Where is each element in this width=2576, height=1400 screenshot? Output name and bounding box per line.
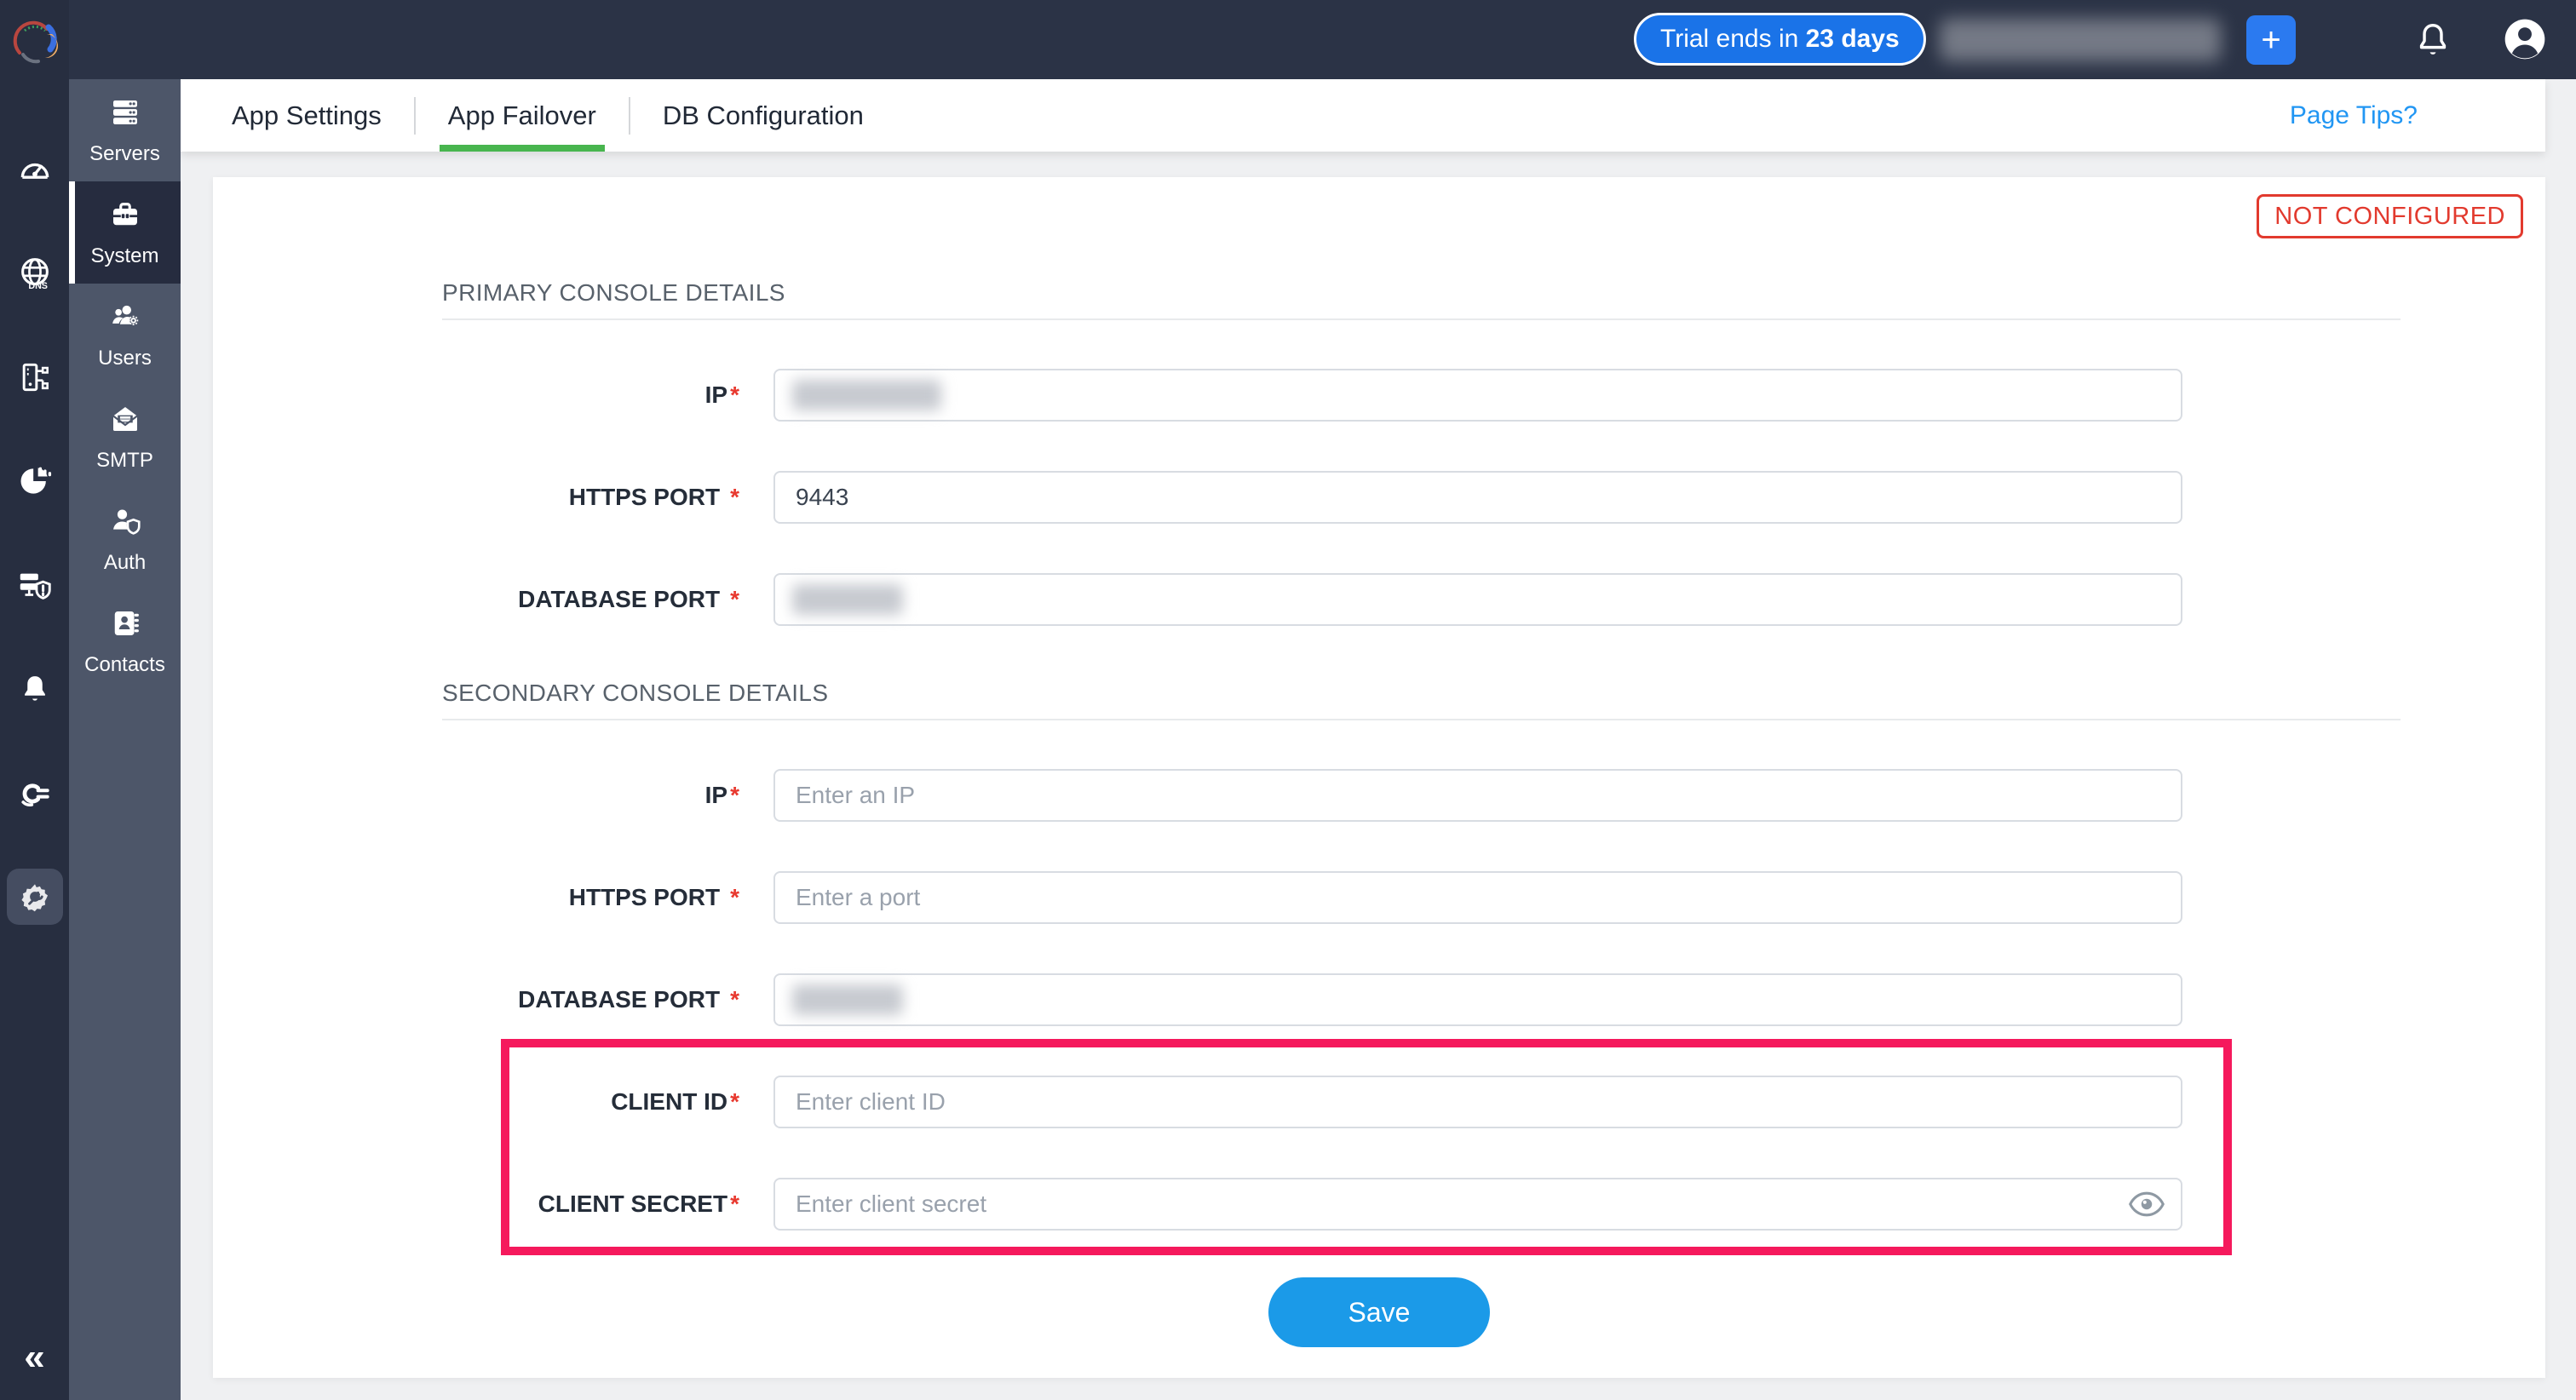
sidebar-item-label: Auth	[103, 551, 147, 574]
required-asterisk: *	[730, 484, 739, 510]
section-divider	[442, 719, 2401, 720]
tab-app-failover[interactable]: App Failover	[439, 79, 605, 152]
plug-icon	[7, 765, 63, 821]
primary-database-port-input[interactable]	[773, 573, 2182, 626]
tab-divider	[413, 96, 416, 135]
alerts-bell-icon	[7, 661, 63, 717]
form-row-primary-database-port: DATABASE PORT *	[213, 548, 2545, 651]
sidebar-item-label: Users	[98, 347, 152, 370]
rail-item-settings[interactable]	[0, 854, 69, 939]
form-row-secondary-ip: IP *	[213, 744, 2545, 846]
secondary-ip-input[interactable]	[773, 769, 2182, 822]
tab-divider	[628, 96, 630, 135]
sidebar-item-contacts[interactable]: Contacts	[69, 590, 181, 692]
svg-text:DNS: DNS	[28, 281, 48, 291]
field-label: IP *	[704, 382, 739, 408]
sidebar-item-auth[interactable]: Auth	[69, 488, 181, 590]
dns-globe-icon: DNS	[7, 245, 63, 301]
show-password-eye-icon[interactable]	[2128, 1190, 2165, 1219]
required-asterisk: *	[730, 1088, 739, 1115]
auth-shield-person-icon	[107, 503, 143, 543]
rail-item-dns[interactable]: DNS	[0, 231, 69, 316]
rail-item-dashboard[interactable]	[0, 127, 69, 212]
field-label: CLIENT ID *	[611, 1088, 739, 1115]
rail-item-integrations[interactable]	[0, 750, 69, 835]
user-avatar-icon[interactable]	[2501, 15, 2549, 63]
page-tips-link[interactable]: Page Tips?	[2289, 100, 2418, 129]
primary-console-form: IP* HTTPS PORT* DATABASE PORT*	[213, 344, 2545, 651]
required-asterisk: *	[730, 986, 739, 1013]
tab-app-settings[interactable]: App Settings	[232, 100, 382, 130]
sidebar-item-label: Contacts	[84, 653, 165, 676]
required-asterisk: *	[730, 782, 739, 808]
secondary-console-form: IP* HTTPS PORT* DATABASE PORT* CLIENT ID…	[213, 744, 2545, 1255]
form-row-client-secret: CLIENT SECRET *	[213, 1153, 2545, 1255]
tab-bar: App Settings App Failover DB Configurati…	[181, 79, 2545, 152]
notifications-bell-icon[interactable]	[2413, 20, 2452, 60]
form-row-secondary-https-port: HTTPS PORT *	[213, 846, 2545, 949]
app-logo[interactable]	[8, 15, 62, 70]
form-row-client-id: CLIENT ID *	[213, 1051, 2545, 1153]
trial-text: Trial ends in	[1660, 25, 1806, 53]
sidebar-item-system[interactable]: System	[69, 181, 181, 284]
sidebar-item-users[interactable]: Users	[69, 284, 181, 386]
form-row-primary-ip: IP *	[213, 344, 2545, 446]
servers-icon	[107, 95, 143, 135]
required-asterisk: *	[730, 884, 739, 910]
dashboard-gauge-icon	[7, 141, 63, 198]
section-divider	[442, 318, 2401, 320]
status-badge: NOT CONFIGURED	[2257, 194, 2523, 238]
primary-https-port-input[interactable]	[773, 471, 2182, 524]
rail-item-security[interactable]	[0, 542, 69, 628]
pie-chart-icon	[7, 453, 63, 509]
app-failover-panel: NOT CONFIGURED PRIMARY CONSOLE DETAILS I…	[213, 177, 2545, 1378]
field-label: DATABASE PORT *	[518, 986, 739, 1013]
primary-ip-input[interactable]	[773, 369, 2182, 422]
required-asterisk: *	[730, 586, 739, 612]
icon-rail-sidebar: DNS «	[0, 0, 69, 1400]
secondary-database-port-input[interactable]	[773, 973, 2182, 1026]
required-asterisk: *	[730, 382, 739, 408]
client-id-input[interactable]	[773, 1076, 2182, 1128]
field-label: DATABASE PORT *	[518, 586, 739, 612]
trial-badge[interactable]: Trial ends in 23 days	[1634, 13, 1926, 66]
users-icon	[107, 299, 143, 339]
trial-days: 23 days	[1805, 25, 1900, 53]
section-title-secondary: SECONDARY CONSOLE DETAILS	[442, 680, 829, 706]
field-label: HTTPS PORT *	[568, 884, 739, 910]
add-button[interactable]: +	[2246, 15, 2296, 65]
server-network-icon	[7, 349, 63, 405]
sidebar-item-label: SMTP	[96, 449, 153, 472]
tab-db-configuration[interactable]: DB Configuration	[662, 100, 864, 130]
field-label: CLIENT SECRET *	[538, 1191, 739, 1217]
contacts-book-icon	[107, 605, 143, 645]
save-button[interactable]: Save	[1268, 1277, 1490, 1347]
rail-item-reports[interactable]	[0, 439, 69, 524]
server-shield-icon	[7, 557, 63, 613]
account-name-redacted	[1940, 19, 2221, 61]
system-toolbox-icon	[107, 197, 143, 237]
field-label: HTTPS PORT *	[568, 484, 739, 510]
field-label: IP *	[704, 782, 739, 808]
topbar: Trial ends in 23 days +	[69, 0, 2576, 79]
sidebar-item-servers[interactable]: Servers	[69, 79, 181, 181]
menu-sidebar: Servers System Users SMTP Auth Contacts	[69, 79, 181, 1400]
section-title-primary: PRIMARY CONSOLE DETAILS	[442, 279, 785, 306]
sidebar-collapse-chevrons[interactable]: «	[24, 1336, 45, 1378]
smtp-envelope-icon	[107, 401, 143, 441]
client-secret-input[interactable]	[773, 1178, 2182, 1231]
secondary-https-port-input[interactable]	[773, 871, 2182, 924]
settings-gear-wrench-icon	[6, 869, 63, 925]
rail-item-server-network[interactable]	[0, 335, 69, 420]
form-row-primary-https-port: HTTPS PORT *	[213, 446, 2545, 548]
form-row-secondary-database-port: DATABASE PORT *	[213, 949, 2545, 1051]
rail-item-alerts[interactable]	[0, 646, 69, 732]
sidebar-item-smtp[interactable]: SMTP	[69, 386, 181, 488]
sidebar-item-label: Servers	[89, 142, 160, 165]
sidebar-item-label: System	[90, 244, 159, 267]
required-asterisk: *	[730, 1191, 739, 1217]
